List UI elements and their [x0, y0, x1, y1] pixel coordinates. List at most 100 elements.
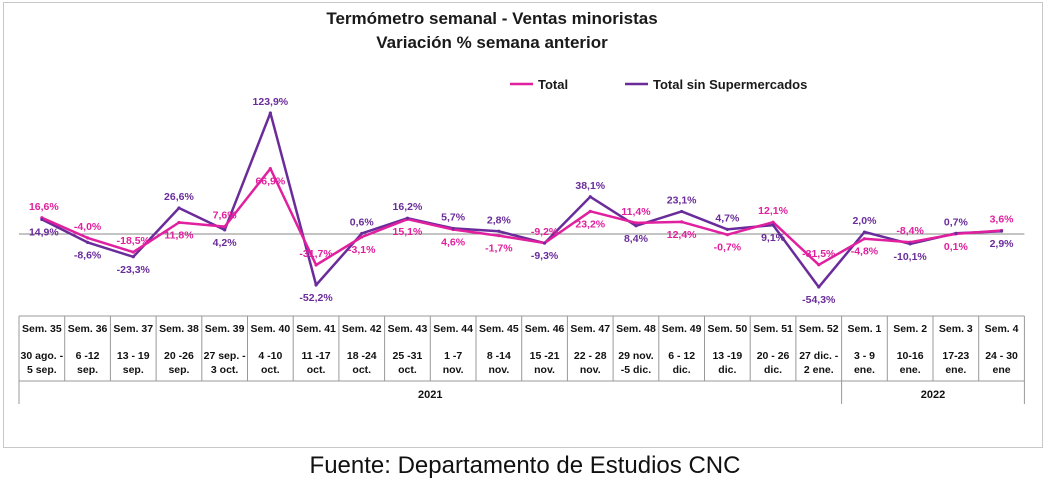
plot-area: 16,6% -4,0% -18,5% 11,8% 7,6% 66,9% -31,7% -3,1…	[19, 96, 1025, 306]
data-label-total-12: 23,2%	[575, 218, 605, 230]
data-label-total-sin-supermercados-0: 14,9%	[29, 226, 59, 238]
data-label-total-sin-supermercados-11: -9,3%	[531, 250, 559, 262]
point-total-sin-supermercados-19	[908, 242, 912, 246]
tick-dates-13-0: 29 nov.	[618, 350, 653, 362]
legend-label-total-sin-supermercados: Total sin Supermercados	[653, 77, 807, 92]
point-total-sin-supermercados-16	[771, 223, 775, 227]
tick-dates-14-0: 6 - 12	[668, 350, 695, 362]
tick-dates-15-1: dic.	[718, 364, 736, 376]
tick-dates-16-1: dic.	[764, 364, 782, 376]
data-label-total-2: -18,5%	[117, 235, 151, 247]
data-label-total-sin-supermercados-6: -52,2%	[299, 292, 333, 304]
series-line-total-sin-supermercados	[41, 111, 1002, 289]
tick-dates-9-1: nov.	[443, 364, 464, 376]
data-label-total-4: 7,6%	[213, 210, 238, 222]
tick-dates-1-0: 6 -12	[76, 350, 100, 362]
point-total-sin-supermercados-0	[40, 217, 44, 222]
tick-week-13: Sem. 48	[616, 323, 656, 335]
tick-week-7: Sem. 42	[342, 323, 382, 335]
tick-week-20: Sem. 3	[939, 323, 973, 335]
point-total-sin-supermercados-15	[725, 227, 729, 232]
point-total-14	[680, 220, 684, 224]
tick-week-15: Sem. 50	[707, 323, 747, 335]
data-label-total-sin-supermercados-20: 0,7%	[944, 216, 969, 228]
data-label-total-10: -1,7%	[485, 243, 513, 255]
data-label-total-7: -3,1%	[348, 244, 376, 256]
tick-dates-3-0: 20 -26	[164, 350, 194, 362]
data-label-total-sin-supermercados-10: 2,8%	[487, 214, 512, 226]
point-total-sin-supermercados-2	[131, 255, 135, 259]
chart-frame	[3, 2, 1043, 448]
point-total-sin-supermercados-20	[954, 231, 958, 235]
chart-title: Termómetro semanal - Ventas minoristas	[326, 9, 657, 28]
tick-week-3: Sem. 38	[159, 323, 199, 335]
data-label-total-sin-supermercados-5: 123,9%	[253, 96, 289, 108]
tick-dates-13-1: -5 dic.	[621, 364, 651, 376]
tick-dates-17-0: 27 dic. -	[799, 350, 839, 362]
point-total-2	[131, 250, 135, 254]
tick-dates-7-1: oct.	[352, 364, 371, 376]
point-total-17	[817, 263, 821, 267]
point-total-16	[771, 220, 775, 224]
tick-dates-18-1: ene.	[854, 364, 875, 376]
point-total-sin-supermercados-9	[451, 226, 455, 231]
point-total-sin-supermercados-3	[177, 206, 181, 210]
tick-dates-1-1: sep.	[77, 364, 98, 376]
data-label-total-sin-supermercados-13: 8,4%	[624, 233, 649, 245]
data-label-total-20: 0,1%	[944, 241, 969, 253]
point-total-5	[268, 167, 272, 171]
point-total-sin-supermercados-7	[360, 231, 364, 236]
tick-dates-15-0: 13 -19	[712, 350, 742, 362]
point-total-15	[725, 233, 729, 237]
tick-dates-4-1: 3 oct.	[211, 364, 239, 376]
data-label-total-sin-supermercados-2: -23,3%	[117, 264, 151, 276]
tick-week-16: Sem. 51	[753, 323, 793, 335]
source-note: Fuente: Departamento de Estudios CNC	[309, 452, 741, 479]
tick-week-6: Sem. 41	[296, 323, 336, 335]
data-label-total-sin-supermercados-16: 9,1%	[761, 232, 786, 244]
point-total-sin-supermercados-13	[634, 224, 638, 228]
point-total-12	[588, 209, 592, 213]
tick-week-17: Sem. 52	[799, 323, 839, 335]
tick-dates-9-0: 1 -7	[444, 350, 462, 362]
data-label-total-sin-supermercados-18: 2,0%	[852, 215, 877, 227]
tick-week-1: Sem. 36	[68, 323, 108, 335]
tick-dates-21-1: ene	[993, 364, 1011, 376]
point-total-1	[85, 236, 90, 240]
tick-dates-0-1: 5 sep.	[27, 364, 57, 376]
legend-label-total: Total	[538, 77, 568, 92]
tick-week-5: Sem. 40	[250, 323, 290, 335]
category-axis-table: Sem. 35 30 ago. - 5 sep. Sem. 36 6 -12 sep. Se…	[18, 315, 1025, 404]
tick-dates-10-1: nov.	[488, 364, 509, 376]
data-label-total-19: -8,4%	[896, 225, 924, 237]
data-label-total-8: 15,1%	[393, 226, 423, 238]
tick-dates-11-0: 15 -21	[530, 350, 560, 362]
data-label-total-0: 16,6%	[29, 201, 59, 213]
tick-dates-20-1: ene.	[945, 364, 966, 376]
point-total-3	[177, 220, 181, 225]
tick-dates-0-0: 30 ago. -	[21, 350, 64, 362]
point-total-4	[223, 224, 227, 229]
tick-week-9: Sem. 44	[433, 323, 473, 335]
data-label-total-6: -31,7%	[299, 248, 333, 260]
data-label-total-14: 12,4%	[667, 229, 697, 241]
tick-dates-2-0: 13 - 19	[117, 350, 150, 362]
data-label-total-sin-supermercados-1: -8,6%	[74, 249, 102, 261]
tick-week-21: Sem. 4	[985, 323, 1019, 335]
tick-dates-21-0: 24 - 30	[985, 350, 1018, 362]
tick-week-19: Sem. 2	[893, 323, 927, 335]
point-total-sin-supermercados-6	[314, 283, 318, 287]
tick-dates-19-1: ene.	[900, 364, 921, 376]
data-label-total-sin-supermercados-3: 26,6%	[164, 191, 194, 203]
data-label-total-sin-supermercados-14: 23,1%	[667, 194, 697, 206]
point-total-sin-supermercados-10	[497, 229, 501, 233]
point-total-sin-supermercados-11	[542, 241, 547, 245]
tick-week-2: Sem. 37	[113, 323, 153, 335]
tick-week-12: Sem. 47	[570, 323, 610, 335]
data-label-total-3: 11,8%	[164, 229, 194, 241]
data-label-total-sin-supermercados-8: 16,2%	[393, 201, 423, 213]
tick-week-18: Sem. 1	[848, 323, 882, 335]
point-total-sin-supermercados-21	[999, 229, 1004, 233]
tick-week-10: Sem. 45	[479, 323, 519, 335]
data-label-total-sin-supermercados-12: 38,1%	[575, 180, 605, 192]
